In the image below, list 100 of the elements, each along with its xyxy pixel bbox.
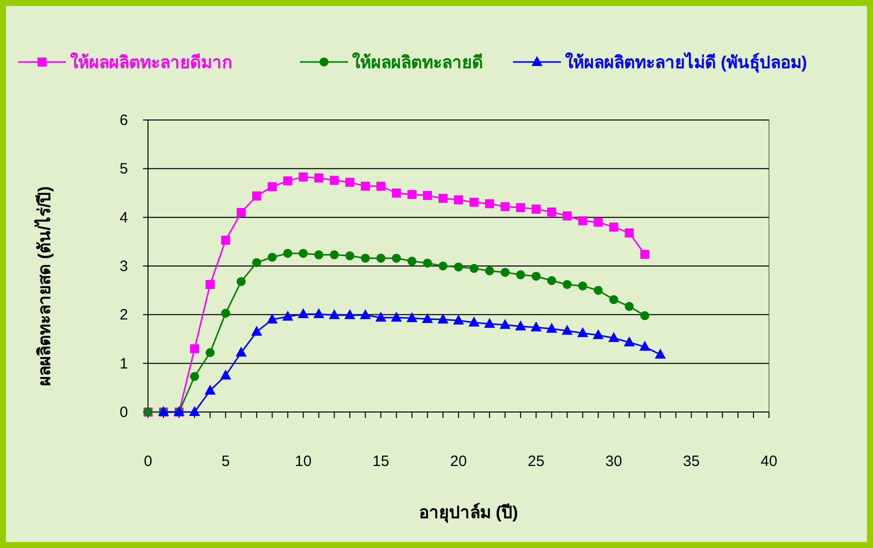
point xyxy=(236,277,246,286)
x-tick-label: 15 xyxy=(372,453,390,470)
point xyxy=(530,321,542,332)
point xyxy=(268,252,277,262)
point xyxy=(345,178,354,187)
point xyxy=(624,336,635,346)
y-tick-label: 5 xyxy=(120,160,128,178)
point xyxy=(251,326,262,336)
point xyxy=(268,182,277,192)
point xyxy=(609,222,618,232)
point xyxy=(204,384,216,395)
point xyxy=(407,256,416,266)
point xyxy=(345,251,354,260)
point xyxy=(220,370,232,380)
y-tick-label: 0 xyxy=(120,404,128,421)
point xyxy=(500,318,511,329)
point xyxy=(562,211,572,220)
point xyxy=(485,199,494,208)
point xyxy=(392,254,401,263)
point xyxy=(624,228,634,238)
point xyxy=(406,312,418,322)
point xyxy=(437,314,448,324)
y-tick-label: 1 xyxy=(120,355,128,372)
point xyxy=(298,248,308,258)
point xyxy=(578,281,588,290)
point xyxy=(578,216,588,226)
point xyxy=(266,314,278,324)
point xyxy=(298,172,308,182)
point xyxy=(360,182,370,191)
point xyxy=(314,250,324,260)
y-axis-title: ผลผลิตทะลายสด (ตัน/ไร่/ปี) xyxy=(34,186,54,386)
legend-label: ให้ผลผลิตทะลายดีมาก xyxy=(70,52,232,72)
point xyxy=(609,295,618,304)
point xyxy=(454,195,463,204)
x-tick-label: 0 xyxy=(144,453,152,470)
point xyxy=(328,309,340,320)
point xyxy=(562,324,573,335)
point xyxy=(360,254,370,263)
point xyxy=(236,208,246,217)
point xyxy=(470,264,479,273)
point xyxy=(454,262,463,272)
point xyxy=(640,250,650,259)
point xyxy=(624,302,634,311)
point xyxy=(206,348,215,358)
point xyxy=(468,316,480,326)
point xyxy=(608,332,620,342)
point xyxy=(532,204,541,214)
point xyxy=(330,250,339,260)
point xyxy=(298,308,309,318)
point xyxy=(577,327,588,338)
x-tick-label: 20 xyxy=(450,453,467,470)
point xyxy=(470,198,479,207)
point xyxy=(594,286,603,295)
point xyxy=(360,309,371,320)
point xyxy=(376,254,386,263)
legend-label: ให้ผลผลิตทะลายดี xyxy=(352,52,483,72)
point xyxy=(313,308,324,318)
point xyxy=(422,313,433,324)
x-tick-label: 5 xyxy=(221,453,230,470)
point xyxy=(500,202,510,212)
point xyxy=(515,320,526,330)
point xyxy=(654,348,666,359)
x-axis-title: อายุปาล์ม (ปี) xyxy=(418,502,518,523)
point xyxy=(639,340,650,351)
point xyxy=(438,194,448,203)
point xyxy=(392,188,401,198)
x-tick-label: 25 xyxy=(528,453,544,470)
point xyxy=(453,314,464,325)
y-tick-label: 2 xyxy=(120,306,128,324)
point xyxy=(252,191,262,200)
point xyxy=(283,248,292,258)
point xyxy=(546,322,558,333)
point xyxy=(592,329,604,340)
point xyxy=(344,309,356,320)
point xyxy=(532,272,541,281)
point xyxy=(640,311,650,320)
point xyxy=(375,312,386,322)
point xyxy=(206,280,215,289)
point xyxy=(562,280,572,289)
point xyxy=(190,344,200,354)
point xyxy=(422,258,432,268)
point xyxy=(547,207,556,216)
point xyxy=(282,310,294,321)
point xyxy=(516,270,526,280)
x-tick-label: 30 xyxy=(605,453,622,470)
y-tick-label: 3 xyxy=(120,258,128,275)
x-tick-label: 10 xyxy=(294,453,312,470)
y-tick-label: 4 xyxy=(120,209,128,226)
point xyxy=(390,312,402,322)
point xyxy=(376,182,386,191)
point xyxy=(221,308,230,318)
point xyxy=(594,218,603,227)
point xyxy=(547,276,556,286)
x-tick-label: 40 xyxy=(760,453,778,470)
point xyxy=(516,203,526,212)
point xyxy=(330,176,339,185)
point xyxy=(422,190,432,200)
point xyxy=(407,190,416,199)
y-tick-label: 6 xyxy=(120,112,128,129)
point xyxy=(221,236,230,245)
